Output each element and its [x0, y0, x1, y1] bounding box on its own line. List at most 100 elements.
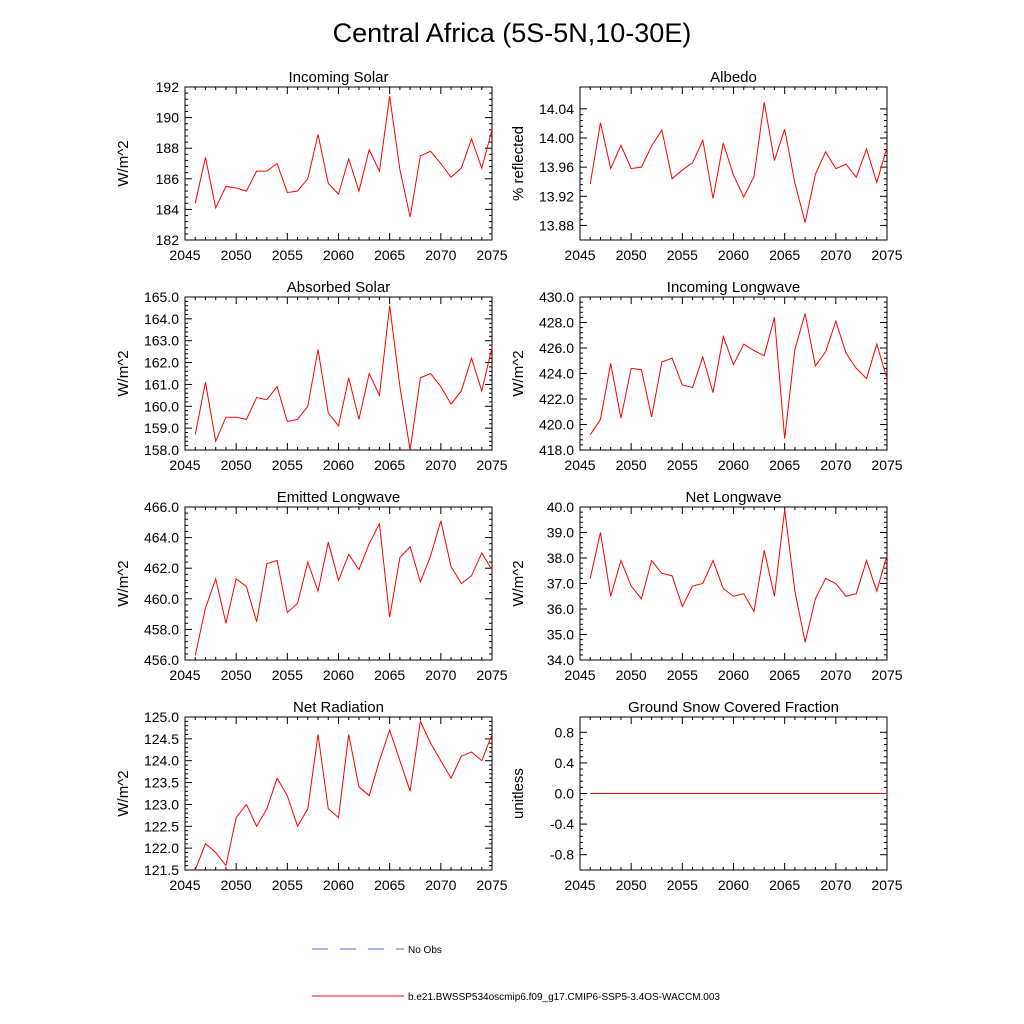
x-tick-label: 2065: [769, 457, 800, 473]
series-line-incoming-longwave: [589, 313, 888, 439]
x-tick-label: 2050: [221, 247, 252, 263]
y-tick-label: 418.0: [539, 442, 574, 458]
series-line-absorbed-solar: [194, 305, 493, 451]
x-tick-label: 2050: [221, 457, 252, 473]
y-tick-label: 123.5: [144, 775, 179, 791]
y-tick-label: 466.0: [144, 499, 179, 515]
plot-frame: [579, 506, 888, 661]
x-tick-label: 2065: [374, 667, 405, 683]
y-tick-label: 0.4: [555, 755, 575, 771]
x-tick-label: 2055: [667, 877, 698, 893]
x-tick-label: 2065: [769, 667, 800, 683]
y-axis-label: W/m^2: [510, 350, 527, 396]
y-tick-label: 0.8: [555, 724, 575, 740]
x-tick-label: 2070: [425, 667, 456, 683]
y-tick-label: 40.0: [547, 499, 574, 515]
y-tick-label: 430.0: [539, 289, 574, 305]
x-tick-label: 2070: [820, 877, 851, 893]
y-axis-label: W/m^2: [510, 560, 527, 606]
x-tick-label: 2075: [871, 877, 902, 893]
y-tick-label: 164.0: [144, 311, 179, 327]
y-tick-label: 163.0: [144, 333, 179, 349]
y-tick-label: 165.0: [144, 289, 179, 305]
y-tick-label: 14.04: [539, 101, 574, 117]
y-tick-label: 192: [156, 79, 180, 95]
panel-incoming-solar: Incoming Solar W/m^2 2045 2050 2055 2060 2065 2…: [115, 69, 508, 263]
x-tick-label: 2075: [871, 247, 902, 263]
y-axis-label: % reflected: [510, 126, 527, 201]
y-tick-label: 161.0: [144, 376, 179, 392]
y-tick-label: 159.0: [144, 420, 179, 436]
y-tick-label: 426.0: [539, 340, 574, 356]
panel-title: Ground Snow Covered Fraction: [628, 699, 839, 716]
figure-title: Central Africa (5S-5N,10-30E): [333, 18, 692, 48]
x-tick-label: 2075: [476, 667, 507, 683]
panel-absorbed-solar: Absorbed Solar W/m^2 2045 2050 2055 2060 2065 2…: [115, 279, 508, 473]
x-tick-label: 2060: [718, 247, 749, 263]
y-tick-label: -0.8: [550, 847, 574, 863]
panels: Incoming Solar W/m^2 2045 2050 2055 2060 2065 2…: [115, 69, 903, 893]
y-tick-label: 190: [156, 110, 180, 126]
panel-albedo: Albedo % reflected 2045 2050 2055 2060 2065 207…: [510, 69, 903, 263]
x-tick-label: 2050: [221, 877, 252, 893]
y-axis-label: W/m^2: [115, 770, 132, 816]
x-tick-label: 2045: [169, 667, 200, 683]
x-tick-label: 2055: [272, 667, 303, 683]
y-tick-label: 0.0: [555, 786, 575, 802]
x-tick-label: 2060: [718, 457, 749, 473]
x-tick-label: 2045: [564, 667, 595, 683]
panel-title: Absorbed Solar: [287, 279, 390, 296]
series-line-albedo: [589, 102, 888, 223]
y-axis-label: W/m^2: [115, 560, 132, 606]
panel-title: Albedo: [710, 69, 757, 86]
x-tick-label: 2050: [616, 667, 647, 683]
series-line-net-radiation: [194, 719, 493, 871]
y-tick-label: 460.0: [144, 591, 179, 607]
x-tick-label: 2055: [272, 247, 303, 263]
y-tick-label: 462.0: [144, 560, 179, 576]
y-tick-label: -0.4: [550, 816, 574, 832]
y-tick-label: 34.0: [547, 652, 574, 668]
x-tick-label: 2045: [564, 877, 595, 893]
y-tick-label: 39.0: [547, 525, 574, 541]
y-axis-label: W/m^2: [115, 140, 132, 186]
x-tick-label: 2050: [221, 667, 252, 683]
x-tick-label: 2075: [871, 457, 902, 473]
x-tick-label: 2070: [820, 457, 851, 473]
y-tick-label: 124.5: [144, 731, 179, 747]
y-tick-label: 424.0: [539, 366, 574, 382]
x-tick-label: 2045: [169, 247, 200, 263]
x-tick-label: 2045: [564, 457, 595, 473]
y-tick-label: 37.0: [547, 576, 574, 592]
x-tick-label: 2065: [374, 457, 405, 473]
x-tick-label: 2060: [718, 877, 749, 893]
x-tick-label: 2075: [871, 667, 902, 683]
x-tick-label: 2060: [718, 667, 749, 683]
y-tick-label: 36.0: [547, 601, 574, 617]
series-line-net-longwave: [589, 509, 888, 643]
y-tick-label: 188: [156, 140, 180, 156]
y-tick-label: 184: [156, 201, 180, 217]
y-tick-label: 186: [156, 171, 180, 187]
y-tick-label: 458.0: [144, 621, 179, 637]
legend-obs-label: No Obs: [408, 945, 442, 956]
plot-frame: [579, 86, 888, 241]
y-tick-label: 38.0: [547, 550, 574, 566]
y-tick-label: 125.0: [144, 709, 179, 725]
x-tick-label: 2075: [476, 457, 507, 473]
y-tick-label: 14.00: [539, 130, 574, 146]
plot-frame: [184, 716, 493, 871]
y-axis-label: W/m^2: [115, 350, 132, 396]
x-tick-label: 2065: [769, 877, 800, 893]
x-tick-label: 2070: [425, 457, 456, 473]
x-tick-label: 2045: [169, 877, 200, 893]
y-axis-label: unitless: [510, 768, 527, 819]
x-tick-label: 2070: [425, 247, 456, 263]
y-tick-label: 428.0: [539, 315, 574, 331]
series-line-incoming-solar: [194, 96, 493, 218]
x-tick-label: 2070: [820, 247, 851, 263]
y-tick-label: 13.88: [539, 217, 574, 233]
panel-net-longwave: Net Longwave W/m^2 2045 2050 2055 2060 2065 207…: [510, 489, 903, 683]
x-tick-label: 2055: [667, 247, 698, 263]
